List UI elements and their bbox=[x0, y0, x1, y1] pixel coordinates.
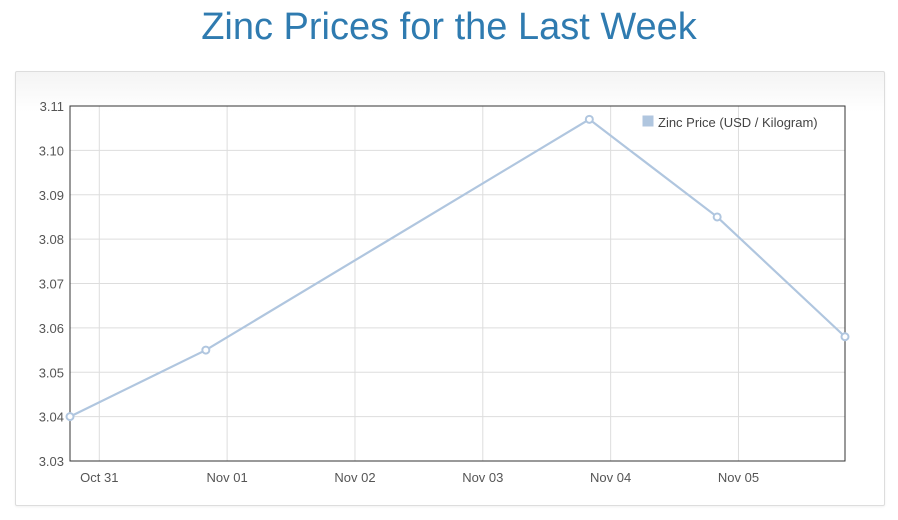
page-title: Zinc Prices for the Last Week bbox=[201, 6, 697, 48]
x-tick-label: Nov 02 bbox=[334, 470, 375, 485]
y-tick-label: 3.08 bbox=[39, 232, 64, 247]
gridlines bbox=[70, 105, 845, 462]
legend[interactable]: Zinc Price (USD / Kilogram) bbox=[641, 114, 818, 130]
y-tick-label: 3.11 bbox=[40, 99, 64, 114]
y-axis-ticks: 3.03 3.04 3.05 3.06 3.07 3.08 3.09 3.10 3.11 bbox=[39, 99, 64, 469]
x-tick-label: Nov 03 bbox=[462, 470, 503, 485]
legend-label: Zinc Price (USD / Kilogram) bbox=[658, 115, 818, 130]
series-layer bbox=[65, 114, 850, 422]
y-tick-label: 3.04 bbox=[39, 410, 64, 425]
y-tick-label: 3.10 bbox=[39, 143, 64, 158]
plot-area-frame bbox=[69, 105, 846, 462]
legend-swatch bbox=[641, 114, 655, 128]
data-point[interactable] bbox=[584, 114, 594, 124]
x-tick-label: Oct 31 bbox=[80, 470, 118, 485]
data-point[interactable] bbox=[201, 345, 211, 355]
data-point[interactable] bbox=[712, 212, 722, 222]
y-tick-label: 3.03 bbox=[39, 454, 64, 469]
data-point[interactable] bbox=[840, 332, 850, 342]
chart-card bbox=[15, 71, 885, 506]
x-tick-label: Nov 01 bbox=[207, 470, 248, 485]
x-tick-label: Nov 05 bbox=[718, 470, 759, 485]
x-axis-ticks: Oct 31 Nov 01 Nov 02 Nov 03 Nov 04 Nov 05 bbox=[80, 470, 759, 485]
y-tick-label: 3.09 bbox=[39, 188, 64, 203]
y-tick-label: 3.07 bbox=[39, 277, 64, 292]
y-tick-label: 3.05 bbox=[39, 365, 64, 380]
data-point[interactable] bbox=[65, 412, 75, 422]
y-tick-label: 3.06 bbox=[39, 321, 64, 336]
x-tick-label: Nov 04 bbox=[590, 470, 631, 485]
